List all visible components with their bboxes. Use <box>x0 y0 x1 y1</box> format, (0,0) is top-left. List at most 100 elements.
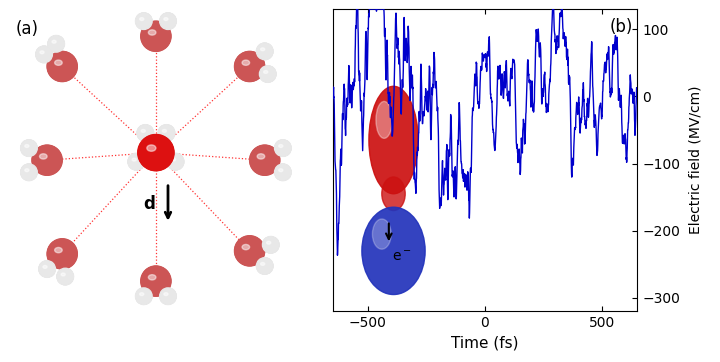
Ellipse shape <box>35 148 60 173</box>
Ellipse shape <box>144 141 168 165</box>
Ellipse shape <box>264 238 278 252</box>
Ellipse shape <box>143 23 169 50</box>
Ellipse shape <box>141 22 171 51</box>
Ellipse shape <box>21 164 37 180</box>
Ellipse shape <box>132 158 136 161</box>
Ellipse shape <box>261 67 275 81</box>
Ellipse shape <box>277 167 288 178</box>
Ellipse shape <box>138 126 153 140</box>
Ellipse shape <box>147 145 156 151</box>
Ellipse shape <box>40 262 54 276</box>
Ellipse shape <box>40 262 55 277</box>
Ellipse shape <box>251 146 279 174</box>
Ellipse shape <box>276 142 289 154</box>
Ellipse shape <box>136 289 152 304</box>
Ellipse shape <box>32 146 62 175</box>
Ellipse shape <box>256 258 273 274</box>
Ellipse shape <box>55 248 62 253</box>
Ellipse shape <box>235 52 264 80</box>
Ellipse shape <box>139 127 152 139</box>
Ellipse shape <box>138 135 174 170</box>
Ellipse shape <box>139 136 173 169</box>
Ellipse shape <box>161 289 175 303</box>
Ellipse shape <box>143 268 169 294</box>
Ellipse shape <box>58 270 72 283</box>
Ellipse shape <box>265 239 276 251</box>
Ellipse shape <box>47 51 77 81</box>
Ellipse shape <box>160 288 176 304</box>
Ellipse shape <box>256 43 273 59</box>
Ellipse shape <box>161 127 172 138</box>
Ellipse shape <box>158 125 174 141</box>
Ellipse shape <box>161 14 176 29</box>
Ellipse shape <box>135 288 152 304</box>
Ellipse shape <box>250 146 279 175</box>
Ellipse shape <box>161 14 175 28</box>
Ellipse shape <box>138 135 174 171</box>
Ellipse shape <box>235 237 264 265</box>
Ellipse shape <box>144 269 168 293</box>
Ellipse shape <box>136 13 152 29</box>
Ellipse shape <box>138 16 149 27</box>
Ellipse shape <box>160 13 176 29</box>
Ellipse shape <box>137 125 153 141</box>
Ellipse shape <box>160 13 176 29</box>
Ellipse shape <box>141 266 171 296</box>
Ellipse shape <box>57 268 73 285</box>
Ellipse shape <box>161 289 176 304</box>
Ellipse shape <box>168 154 184 170</box>
Ellipse shape <box>252 147 278 173</box>
Ellipse shape <box>139 16 148 26</box>
Ellipse shape <box>22 142 35 155</box>
Ellipse shape <box>40 262 54 276</box>
Ellipse shape <box>35 148 59 172</box>
Ellipse shape <box>60 272 70 281</box>
Ellipse shape <box>169 155 182 168</box>
Ellipse shape <box>258 45 271 58</box>
Ellipse shape <box>263 236 279 253</box>
Ellipse shape <box>131 156 142 167</box>
Ellipse shape <box>136 288 152 304</box>
Ellipse shape <box>263 237 279 253</box>
Ellipse shape <box>236 237 263 264</box>
Ellipse shape <box>50 242 74 266</box>
Ellipse shape <box>141 21 171 51</box>
Ellipse shape <box>58 269 72 284</box>
Ellipse shape <box>167 153 184 170</box>
Ellipse shape <box>33 146 61 174</box>
Ellipse shape <box>58 269 73 284</box>
Ellipse shape <box>265 239 276 250</box>
Ellipse shape <box>369 86 418 194</box>
Ellipse shape <box>258 44 272 59</box>
Ellipse shape <box>24 143 34 153</box>
Ellipse shape <box>276 166 289 179</box>
Ellipse shape <box>257 258 272 274</box>
Ellipse shape <box>274 164 291 181</box>
Ellipse shape <box>235 52 264 81</box>
Ellipse shape <box>21 140 37 156</box>
Ellipse shape <box>145 270 167 292</box>
Ellipse shape <box>277 143 288 153</box>
Ellipse shape <box>142 139 170 167</box>
Y-axis label: Electric field (MV/cm): Electric field (MV/cm) <box>688 86 703 235</box>
Ellipse shape <box>24 168 34 177</box>
Ellipse shape <box>382 177 405 211</box>
Ellipse shape <box>275 164 291 180</box>
Ellipse shape <box>257 258 272 273</box>
Ellipse shape <box>49 241 75 267</box>
Ellipse shape <box>138 290 150 303</box>
Ellipse shape <box>161 13 176 29</box>
Ellipse shape <box>136 14 151 29</box>
Ellipse shape <box>275 140 291 156</box>
Ellipse shape <box>39 49 50 60</box>
Ellipse shape <box>274 140 291 156</box>
Ellipse shape <box>42 264 52 274</box>
Ellipse shape <box>257 258 273 274</box>
Ellipse shape <box>36 46 53 63</box>
Ellipse shape <box>140 128 150 138</box>
Ellipse shape <box>240 56 259 76</box>
Ellipse shape <box>128 153 145 170</box>
Text: e$^-$: e$^-$ <box>392 249 412 264</box>
Ellipse shape <box>136 289 151 304</box>
Ellipse shape <box>275 140 291 156</box>
